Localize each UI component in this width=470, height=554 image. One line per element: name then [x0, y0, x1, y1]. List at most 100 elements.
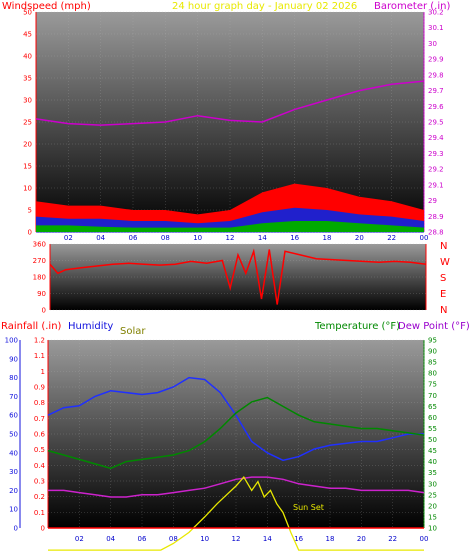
temperature-tick-label: 60 — [428, 414, 437, 422]
direction-label-e: E — [440, 289, 446, 300]
bottom-x-tick-label: 18 — [326, 535, 335, 543]
wind-tick-label: 20 — [23, 141, 32, 149]
temperature-tick-label: 50 — [428, 436, 437, 444]
series — [35, 80, 427, 551]
humidity-tick-label: 0 — [14, 525, 18, 533]
barometer-tick-label: 30.1 — [428, 24, 444, 32]
humidity-tick-label: 50 — [9, 431, 18, 439]
direction-tick-label: 360 — [33, 241, 46, 249]
temperature-series — [47, 396, 425, 470]
wind-tick-label: 15 — [23, 163, 32, 171]
top-x-tick-label: 06 — [129, 234, 138, 242]
direction-tick-label: 270 — [33, 257, 46, 265]
rainfall-tick-label: 0.1 — [34, 509, 45, 517]
tick-labels: 0510152025303540455028.828.92929.129.229… — [5, 9, 445, 544]
humidity-tick-label: 90 — [9, 355, 18, 363]
barometer-tick-label: 28.8 — [428, 229, 444, 237]
bottom-x-tick-label: 06 — [138, 535, 147, 543]
humidity-label: Humidity — [68, 321, 113, 332]
rainfall-tick-label: 0.2 — [34, 493, 45, 501]
direction-tick-label: 0 — [42, 307, 46, 315]
barometer-tick-label: 28.9 — [428, 213, 444, 221]
rainfall-tick-label: 1.1 — [34, 352, 45, 360]
top-x-tick-label: 20 — [355, 234, 364, 242]
temperature-tick-label: 10 — [428, 525, 437, 533]
wind-direction-series — [49, 248, 427, 305]
humidity-tick-label: 30 — [9, 468, 18, 476]
barometer-tick-label: 29 — [428, 197, 437, 205]
top-x-tick-label: 12 — [226, 234, 235, 242]
bottom-x-tick-label: 04 — [106, 535, 115, 543]
direction-label-w: W — [440, 257, 450, 268]
barometer-tick-label: 29.7 — [428, 87, 444, 95]
barometer-tick-label: 30.2 — [428, 9, 444, 17]
top-x-tick-label: 10 — [193, 234, 202, 242]
barometer-tick-label: 29.9 — [428, 56, 444, 64]
temperature-tick-label: 75 — [428, 381, 437, 389]
humidity-tick-label: 80 — [9, 374, 18, 382]
temperature-tick-label: 45 — [428, 447, 437, 455]
barometer-tick-label: 29.3 — [428, 150, 444, 158]
bottom-x-tick-label: 08 — [169, 535, 178, 543]
temperature-tick-label: 90 — [428, 348, 437, 356]
barometer-tick-label: 29.4 — [428, 134, 444, 142]
wind-tick-label: 35 — [23, 75, 32, 83]
wind-tick-label: 25 — [23, 119, 32, 127]
rainfall-tick-label: 0.4 — [34, 462, 46, 470]
temperature-tick-label: 35 — [428, 469, 437, 477]
wind-tick-label: 0 — [28, 229, 32, 237]
bottom-x-tick-label: 10 — [200, 535, 209, 543]
top-x-tick-label: 18 — [323, 234, 332, 242]
direction-label-s: S — [440, 273, 446, 284]
rainfall-tick-label: 0.6 — [34, 431, 46, 439]
rainfall-tick-label: 0 — [41, 525, 45, 533]
top-x-tick-label: 14 — [258, 234, 267, 242]
direction-tick-label: 180 — [33, 274, 46, 282]
rainfall-tick-label: 0.7 — [34, 415, 45, 423]
wind-tick-label: 45 — [23, 31, 32, 39]
top-x-tick-label: 02 — [64, 234, 73, 242]
top-x-tick-label: 08 — [161, 234, 170, 242]
temperature-tick-label: 20 — [428, 502, 437, 510]
bottom-x-tick-label: 20 — [357, 535, 366, 543]
bottom-x-tick-label: 02 — [75, 535, 84, 543]
solar-label: Solar — [120, 326, 146, 337]
barometer-tick-label: 29.5 — [428, 119, 444, 127]
humidity-tick-label: 100 — [5, 337, 18, 345]
wind-tick-label: 5 — [28, 207, 32, 215]
temperature-tick-label: 85 — [428, 359, 437, 367]
rainfall-label: Rainfall (.in) — [1, 321, 62, 332]
barometer-tick-label: 29.8 — [428, 71, 444, 79]
wind-min-series — [36, 221, 424, 232]
barometer-tick-label: 29.1 — [428, 181, 444, 189]
temperature-tick-label: 70 — [428, 392, 437, 400]
bottom-x-tick-label: 16 — [294, 535, 303, 543]
rainfall-tick-label: 0.9 — [34, 384, 45, 392]
dewpoint-series — [48, 476, 425, 498]
barometer-label: Barometer (.in) — [374, 1, 450, 12]
direction-tick-label: 90 — [37, 290, 46, 298]
barometer-tick-label: 29.6 — [428, 103, 444, 111]
temperature-tick-label: 25 — [428, 491, 437, 499]
top-x-tick-label: 16 — [290, 234, 299, 242]
barometer-series — [35, 80, 425, 126]
sunset-annotation: Sun Set — [293, 503, 324, 512]
wind-tick-label: 30 — [23, 97, 32, 105]
top-x-tick-label: 22 — [387, 234, 396, 242]
humidity-tick-label: 60 — [9, 412, 18, 420]
humidity-tick-label: 40 — [9, 449, 18, 457]
rainfall-tick-label: 1 — [41, 368, 45, 376]
temperature-tick-label: 40 — [428, 458, 437, 466]
rainfall-tick-label: 0.3 — [34, 478, 45, 486]
bottom-x-tick-label: 22 — [388, 535, 397, 543]
wind-tick-label: 10 — [23, 185, 32, 193]
rainfall-tick-label: 0.8 — [34, 399, 45, 407]
rainfall-tick-label: 1.2 — [34, 337, 45, 345]
humidity-tick-label: 20 — [9, 487, 18, 495]
windspeed-label: Windspeed (mph) — [2, 1, 91, 12]
temperature-tick-label: 65 — [428, 403, 437, 411]
temperature-tick-label: 30 — [428, 480, 437, 488]
wind-tick-label: 40 — [23, 53, 32, 61]
humidity-tick-label: 70 — [9, 393, 18, 401]
